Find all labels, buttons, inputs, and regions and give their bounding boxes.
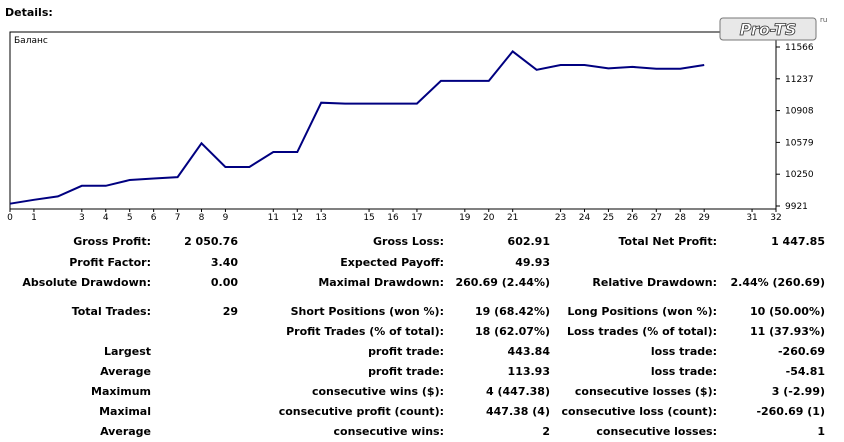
maximum-label: Maximum <box>91 385 151 398</box>
total-net-profit-label: Total Net Profit: <box>618 235 718 248</box>
maximal-consec-loss-label: consecutive loss (count): <box>561 405 717 418</box>
short-positions-label: Short Positions (won %): <box>290 305 444 318</box>
x-tick-label: 16 <box>387 213 399 223</box>
x-tick-label: 24 <box>579 213 591 223</box>
avg-consec-wins-label: consecutive wins: <box>333 425 444 438</box>
maximal-consec-profit-value: 447.38 (4) <box>486 405 550 418</box>
x-tick-label: 25 <box>603 213 614 223</box>
x-tick-label: 1 <box>31 213 37 223</box>
max-consec-wins-label: consecutive wins ($): <box>311 385 444 398</box>
pro-ts-logo: Pro-TS ru <box>719 16 827 41</box>
x-tick-label: 7 <box>175 213 181 223</box>
x-tick-label: 29 <box>698 213 710 223</box>
x-tick-label: 11 <box>268 213 279 223</box>
gross-profit-label: Gross Profit: <box>73 235 151 248</box>
maximal-consec-profit-label: consecutive profit (count): <box>278 405 444 418</box>
svg-text:ru: ru <box>820 16 827 24</box>
profit-factor-value: 3.40 <box>210 256 238 269</box>
average-label: Average <box>100 365 151 378</box>
x-tick-label: 6 <box>151 213 157 223</box>
average2-label: Average <box>100 425 151 438</box>
avg-consec-losses-value: 1 <box>817 425 825 438</box>
expected-payoff-value: 49.93 <box>515 256 550 269</box>
max-consec-wins-value: 4 (447.38) <box>486 385 550 398</box>
largest-loss-value: -260.69 <box>777 345 825 358</box>
x-tick-label: 12 <box>292 213 303 223</box>
balance-series-line <box>9 50 705 205</box>
y-tick-label: 10579 <box>785 138 814 148</box>
maximal-label: Maximal <box>99 405 151 418</box>
loss-trades-value: 11 (37.93%) <box>749 325 825 338</box>
maximal-consec-loss-value: -260.69 (1) <box>756 405 825 418</box>
gross-loss-label: Gross Loss: <box>373 235 444 248</box>
y-tick-label: 11566 <box>785 43 814 53</box>
chart-legend: Баланс <box>14 36 48 46</box>
total-net-profit-value: 1 447.85 <box>771 235 825 248</box>
largest-loss-label: loss trade: <box>650 345 717 358</box>
long-positions-value: 10 (50.00%) <box>749 305 825 318</box>
max-consec-losses-label: consecutive losses ($): <box>574 385 717 398</box>
y-tick-label: 10250 <box>785 170 814 180</box>
expected-payoff-label: Expected Payoff: <box>340 256 444 269</box>
y-tick-label: 11237 <box>785 75 814 85</box>
x-tick-label: 3 <box>79 213 85 223</box>
plot-area <box>9 31 777 210</box>
x-tick-label: 17 <box>411 213 422 223</box>
x-tick-label: 26 <box>627 213 639 223</box>
average-loss-label: loss trade: <box>650 365 717 378</box>
section-title: Details: <box>5 6 53 19</box>
loss-trades-label: Loss trades (% of total): <box>566 325 717 338</box>
absolute-drawdown-value: 0.00 <box>210 276 238 289</box>
largest-profit-value: 443.84 <box>507 345 550 358</box>
logo-text: Pro-TS <box>740 20 797 39</box>
gross-profit-value: 2 050.76 <box>184 235 238 248</box>
profit-trades-value: 18 (62.07%) <box>474 325 550 338</box>
avg-consec-wins-value: 2 <box>542 425 550 438</box>
max-consec-losses-value: 3 (-2.99) <box>771 385 825 398</box>
x-tick-label: 9 <box>223 213 229 223</box>
profit-trades-label: Profit Trades (% of total): <box>286 325 444 338</box>
total-trades-label: Total Trades: <box>71 305 151 318</box>
largest-label: Largest <box>104 345 151 358</box>
x-tick-label: 19 <box>459 213 471 223</box>
gross-loss-value: 602.91 <box>507 235 550 248</box>
relative-drawdown-value: 2.44% (260.69) <box>730 276 826 289</box>
x-tick-label: 0 <box>7 213 13 223</box>
x-tick-label: 32 <box>770 213 781 223</box>
absolute-drawdown-label: Absolute Drawdown: <box>22 276 151 289</box>
short-positions-value: 19 (68.42%) <box>474 305 550 318</box>
x-tick-label: 20 <box>483 213 495 223</box>
x-tick-label: 8 <box>199 213 205 223</box>
x-tick-label: 27 <box>651 213 662 223</box>
y-tick-label: 9921 <box>785 202 808 212</box>
x-tick-label: 13 <box>315 213 326 223</box>
x-tick-label: 5 <box>127 213 133 223</box>
x-tick-label: 31 <box>746 213 757 223</box>
total-trades-value: 29 <box>222 305 238 318</box>
x-tick-label: 28 <box>675 213 687 223</box>
long-positions-label: Long Positions (won %): <box>567 305 717 318</box>
x-tick-label: 23 <box>555 213 566 223</box>
x-tick-label: 4 <box>103 213 109 223</box>
average-loss-value: -54.81 <box>785 365 825 378</box>
average-profit-label: profit trade: <box>368 365 444 378</box>
average-profit-value: 113.93 <box>507 365 550 378</box>
profit-factor-label: Profit Factor: <box>69 256 151 269</box>
maximal-drawdown-label: Maximal Drawdown: <box>318 276 444 289</box>
maximal-drawdown-value: 260.69 (2.44%) <box>455 276 551 289</box>
largest-profit-label: profit trade: <box>368 345 444 358</box>
avg-consec-losses-label: consecutive losses: <box>596 425 717 438</box>
y-tick-label: 10908 <box>785 107 814 117</box>
relative-drawdown-label: Relative Drawdown: <box>592 276 717 289</box>
x-tick-label: 21 <box>507 213 518 223</box>
x-tick-label: 15 <box>363 213 374 223</box>
